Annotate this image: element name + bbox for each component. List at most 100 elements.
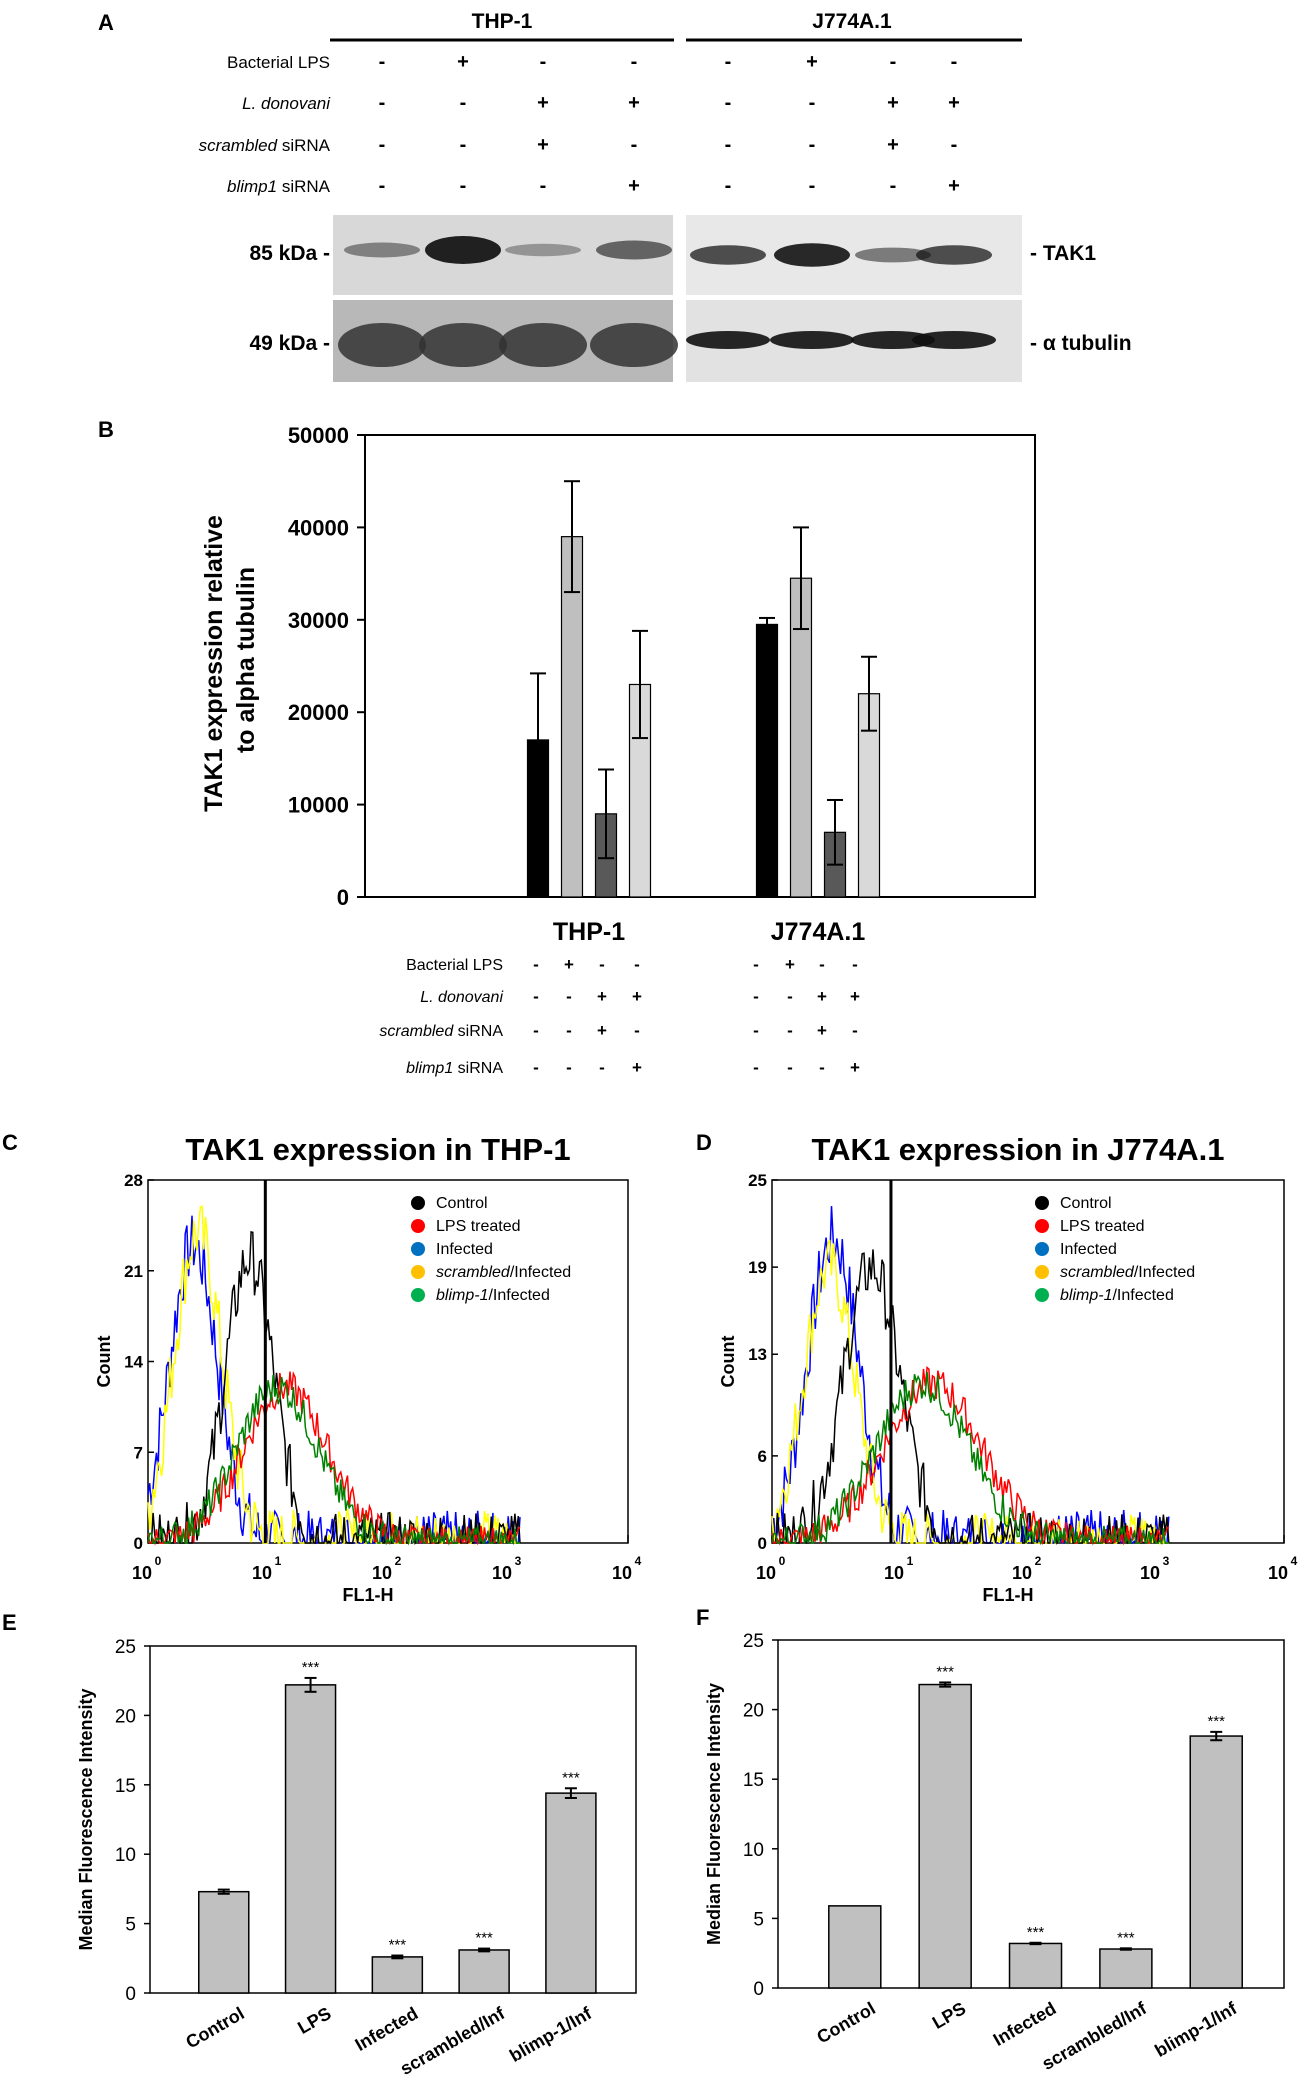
tubulin-band — [686, 331, 770, 349]
bar-category-label: Infected — [352, 2003, 422, 2055]
panel-b-sign: - — [533, 987, 539, 1006]
histogram-ytick-label: 21 — [124, 1262, 143, 1281]
tak1-band — [505, 243, 581, 257]
legend-label-text: /Infected — [510, 1264, 571, 1281]
blot-condition-label-italic: scrambled — [199, 136, 278, 155]
panel-b-sign: - — [787, 1058, 793, 1077]
legend-label-text: Control — [1060, 1195, 1112, 1212]
blot-sign: - — [951, 51, 958, 73]
panel-b-condition-label-italic: scrambled — [379, 1023, 454, 1040]
bar-ylabel: Median Fluorescence Intensity — [704, 1683, 724, 1945]
blot-sign: - — [725, 51, 732, 73]
histogram-xtick-base: 10 — [612, 1563, 632, 1583]
legend-label: Infected — [436, 1241, 493, 1258]
histogram-ytick-label: 0 — [758, 1534, 767, 1553]
significance-stars: *** — [389, 1937, 407, 1954]
panel-b-sign: + — [817, 1021, 827, 1040]
tubulin-band — [590, 323, 678, 367]
histogram-xtick-exp: 4 — [635, 1554, 642, 1568]
histogram-xtick-base: 10 — [1012, 1563, 1032, 1583]
blot-condition-label-text: Bacterial LPS — [227, 53, 330, 72]
panel-b-sign: - — [753, 955, 759, 974]
histogram-ylabel: Count — [718, 1336, 738, 1388]
blot-sign: - — [460, 175, 467, 197]
histogram-xlabel: FL1-H — [983, 1585, 1034, 1605]
panel-b-ytick-label: 20000 — [288, 700, 349, 725]
tubulin-band — [912, 331, 996, 349]
blot-sign: - — [725, 92, 732, 114]
blot-condition-label: L. donovani — [242, 94, 331, 113]
panel-b-condition-label-text: siRNA — [453, 1023, 503, 1040]
panel-b-sign: - — [753, 987, 759, 1006]
panel-b-condition-label: Bacterial LPS — [406, 957, 503, 974]
panel-d-histogram: TAK1 expression in J774A.106131925100101… — [718, 1132, 1298, 1605]
panel-b-sign: - — [819, 1058, 825, 1077]
blot-condition-label-italic: blimp1 — [227, 177, 277, 196]
bar — [1008, 1942, 1063, 1989]
legend-marker — [411, 1242, 425, 1256]
panel-b-category-label: THP-1 — [553, 918, 625, 946]
blot-sign: - — [890, 51, 897, 73]
bar-category-label: Control — [813, 1998, 878, 2047]
histogram-xlabel: FL1-H — [343, 1585, 394, 1605]
panel-letter-a: A — [98, 10, 114, 35]
legend-label-text: /Infected — [1112, 1287, 1173, 1304]
bar-category-label: LPS — [294, 2003, 334, 2038]
panel-b-sign: - — [819, 955, 825, 974]
legend-label: LPS treated — [1060, 1218, 1145, 1235]
histogram-xtick-exp: 4 — [1291, 1554, 1298, 1568]
histogram-series-line — [147, 1374, 520, 1546]
bar-ylabel: Median Fluorescence Intensity — [76, 1688, 96, 1950]
histogram-xtick-base: 10 — [884, 1563, 904, 1583]
tak1-band — [596, 240, 672, 260]
blot-group-thp1: THP-1 — [472, 10, 533, 33]
panel-b-sign: + — [564, 955, 574, 974]
panel-b-ylabel-line2: to alpha tubulin — [232, 567, 260, 753]
bar-ytick-label: 25 — [743, 1631, 764, 1652]
histogram-ytick-label: 7 — [134, 1443, 143, 1462]
panel-b-sign: - — [852, 955, 858, 974]
tubulin-band — [338, 323, 426, 367]
histogram-xtick-base: 10 — [1268, 1563, 1288, 1583]
legend-label: blimp-1/Infected — [436, 1287, 550, 1304]
panel-b-sign: + — [597, 987, 607, 1006]
blot-sign: - — [379, 175, 386, 197]
blot-sign: + — [887, 92, 899, 114]
blot-sign: + — [806, 51, 818, 73]
histogram-ytick-label: 25 — [748, 1171, 767, 1190]
panel-b-ytick-label: 0 — [337, 885, 349, 910]
histogram-xtick-exp: 3 — [1163, 1554, 1170, 1568]
legend-marker — [1035, 1219, 1049, 1233]
legend-label-text: Control — [436, 1195, 488, 1212]
bar-ytick-label: 20 — [115, 1706, 136, 1727]
blot-sign: - — [809, 175, 816, 197]
histogram-xtick-base: 10 — [1140, 1563, 1160, 1583]
panel-b-sign: + — [632, 1058, 642, 1077]
panel-b-sign: - — [533, 1021, 539, 1040]
panel-b-sign: + — [785, 955, 795, 974]
panel-b-sign: + — [632, 987, 642, 1006]
panel-b-condition-label-italic: blimp1 — [406, 1060, 453, 1077]
panel-b-condition-label-text: siRNA — [453, 1060, 503, 1077]
panel-letter-c: C — [2, 1130, 18, 1155]
blot-sign: + — [537, 134, 549, 156]
panel-b-ytick-label: 40000 — [288, 515, 349, 540]
histogram-xtick-base: 10 — [132, 1563, 152, 1583]
legend-marker — [1035, 1288, 1049, 1302]
legend-label-text: Infected — [1060, 1241, 1117, 1258]
legend-marker — [411, 1288, 425, 1302]
histogram-xtick-exp: 3 — [515, 1554, 522, 1568]
bar — [198, 1890, 250, 1994]
significance-stars: *** — [1027, 1924, 1045, 1941]
panel-b-sign: - — [533, 955, 539, 974]
blot-sign: - — [379, 51, 386, 73]
histogram-xtick-base: 10 — [492, 1563, 512, 1583]
panel-b-condition-label: blimp1 siRNA — [406, 1060, 503, 1077]
tubulin-band — [419, 323, 507, 367]
blot-sign: + — [628, 92, 640, 114]
histogram-xtick-exp: 0 — [779, 1554, 786, 1568]
panel-b-sign: - — [852, 1021, 858, 1040]
bar-ytick-label: 10 — [115, 1845, 136, 1866]
blot-condition-label-text: siRNA — [277, 136, 331, 155]
panel-b-sign: - — [753, 1021, 759, 1040]
